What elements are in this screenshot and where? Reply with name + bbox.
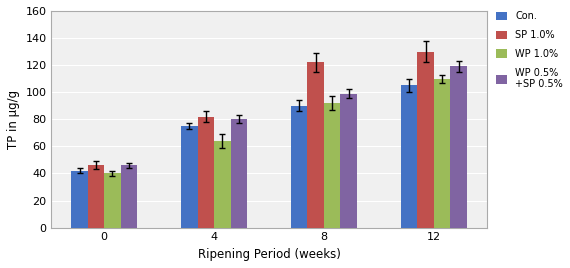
Bar [181,126,198,228]
Bar [71,171,88,228]
Bar [231,119,247,228]
Bar [214,141,231,228]
Bar [104,173,121,228]
Bar [401,85,417,228]
Legend: Con., SP 1.0%, WP 1.0%, WP 0.5%
+SP 0.5%: Con., SP 1.0%, WP 1.0%, WP 0.5% +SP 0.5% [496,12,563,89]
Bar [434,79,450,228]
Bar [324,103,340,228]
Bar [88,165,104,228]
Bar [198,117,214,228]
Bar [307,62,324,228]
Bar [340,94,357,228]
X-axis label: Ripening Period (weeks): Ripening Period (weeks) [198,248,340,261]
Bar [121,165,137,228]
Y-axis label: TP in μg/g: TP in μg/g [7,90,20,149]
Bar [450,66,467,228]
Bar [291,106,307,228]
Bar [417,51,434,228]
